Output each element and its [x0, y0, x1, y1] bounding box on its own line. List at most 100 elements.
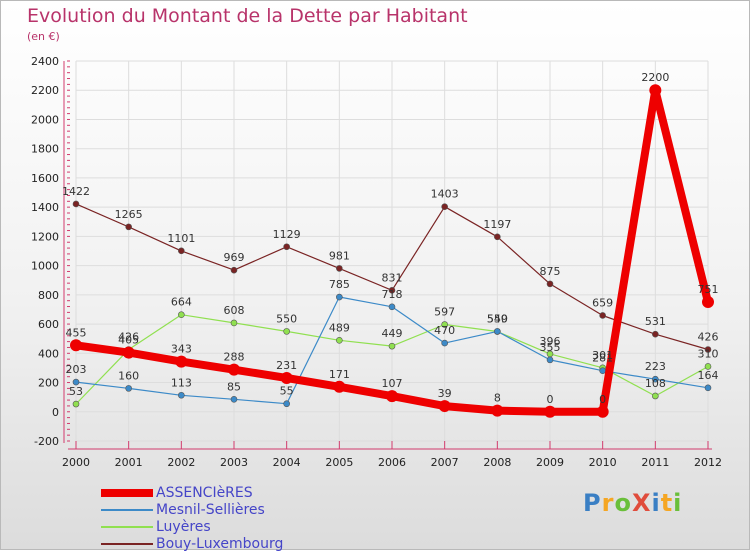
- data-label: 718: [382, 288, 403, 301]
- data-point: [280, 372, 293, 385]
- data-label: 231: [276, 359, 297, 372]
- data-label: 550: [487, 312, 508, 325]
- data-label: 160: [118, 369, 139, 382]
- data-label: 223: [645, 360, 666, 373]
- logo-letter: r: [601, 489, 615, 517]
- data-label: 597: [434, 306, 455, 319]
- y-tick-label: 800: [38, 289, 59, 302]
- data-point: [125, 223, 132, 231]
- data-point: [649, 84, 662, 97]
- data-point: [494, 233, 501, 241]
- data-point: [546, 280, 554, 288]
- data-label: 664: [171, 296, 192, 309]
- x-tick-label: 2010: [589, 456, 617, 469]
- data-point: [441, 203, 448, 211]
- data-point: [283, 328, 290, 335]
- logo-letter: i: [651, 489, 661, 517]
- legend-item: Bouy-Luxembourg: [101, 536, 401, 553]
- data-point: [386, 390, 398, 403]
- data-point: [336, 265, 343, 272]
- data-label: 405: [118, 334, 139, 347]
- x-tick-label: 2009: [536, 456, 564, 469]
- data-point: [333, 380, 346, 393]
- x-tick-label: 2003: [220, 456, 248, 469]
- data-point: [336, 293, 343, 301]
- data-label: 355: [540, 341, 561, 354]
- data-label: 288: [224, 351, 245, 364]
- logo-letter: X: [631, 489, 652, 517]
- data-point: [70, 339, 82, 352]
- y-tick-label: 1600: [31, 172, 59, 185]
- data-label: 85: [227, 380, 241, 393]
- data-label: 8: [494, 392, 501, 405]
- data-point: [441, 339, 448, 347]
- data-label: 39: [438, 387, 452, 400]
- data-point: [546, 356, 554, 364]
- data-point: [72, 200, 80, 208]
- y-tick-label: -200: [34, 435, 59, 448]
- x-tick-label: 2001: [115, 456, 143, 469]
- logo-letter: o: [614, 489, 632, 517]
- data-label: 0: [599, 393, 606, 406]
- data-point: [228, 363, 240, 376]
- y-tick-label: 400: [38, 347, 59, 360]
- data-point: [178, 391, 185, 399]
- data-point: [494, 328, 501, 335]
- data-point: [599, 312, 606, 319]
- legend-label: Bouy-Luxembourg: [156, 536, 284, 552]
- chart-subtitle: (en €): [27, 30, 60, 43]
- x-tick-label: 2008: [483, 456, 511, 469]
- data-point: [704, 363, 712, 370]
- data-label: 608: [224, 304, 245, 317]
- y-tick-label: 2200: [31, 84, 59, 97]
- data-label: 1197: [483, 218, 511, 231]
- data-label: 785: [329, 278, 350, 291]
- data-point: [704, 384, 712, 392]
- data-label: 531: [645, 315, 666, 328]
- data-label: 301: [592, 349, 613, 362]
- y-tick-label: 1800: [31, 143, 59, 156]
- data-label: 455: [66, 326, 87, 339]
- data-point: [388, 303, 396, 311]
- legend-label: Luyères: [156, 519, 211, 535]
- data-point: [336, 336, 343, 344]
- data-point: [704, 346, 712, 353]
- y-tick-label: 1400: [31, 201, 59, 214]
- data-point: [125, 385, 132, 392]
- data-label: 53: [69, 385, 83, 398]
- data-label: 343: [171, 343, 192, 356]
- data-point: [438, 400, 451, 413]
- legend-swatch: [101, 526, 153, 528]
- data-point: [544, 405, 556, 418]
- x-tick-label: 2006: [378, 456, 406, 469]
- x-tick-label: 2000: [62, 456, 90, 469]
- y-tick-label: 600: [38, 318, 59, 331]
- data-label: 426: [698, 331, 719, 344]
- data-label: 1265: [115, 208, 143, 221]
- x-tick-label: 2007: [431, 456, 459, 469]
- data-point: [122, 346, 135, 359]
- data-label: 449: [382, 327, 403, 340]
- data-label: 164: [698, 369, 719, 382]
- data-label: 969: [224, 251, 245, 264]
- legend: ASSENCIèRES Mesnil-Sellières Luyères Bouy-L…: [101, 485, 401, 553]
- data-point: [702, 296, 714, 309]
- logo-letter: t: [660, 489, 674, 517]
- legend-label: Mesnil-Sellières: [156, 502, 265, 518]
- data-label: 550: [276, 312, 297, 325]
- data-point: [178, 311, 185, 319]
- data-point: [491, 404, 504, 417]
- legend-swatch: [101, 489, 153, 497]
- logo-letter: P: [583, 489, 602, 517]
- data-point: [283, 243, 290, 251]
- data-label: 55: [280, 385, 294, 398]
- data-label: 396: [540, 335, 561, 348]
- data-label: 108: [645, 377, 666, 390]
- data-point: [72, 400, 80, 408]
- data-label: 831: [382, 271, 403, 284]
- data-label: 751: [698, 283, 719, 296]
- data-point: [652, 392, 659, 400]
- x-tick-label: 2011: [641, 456, 669, 469]
